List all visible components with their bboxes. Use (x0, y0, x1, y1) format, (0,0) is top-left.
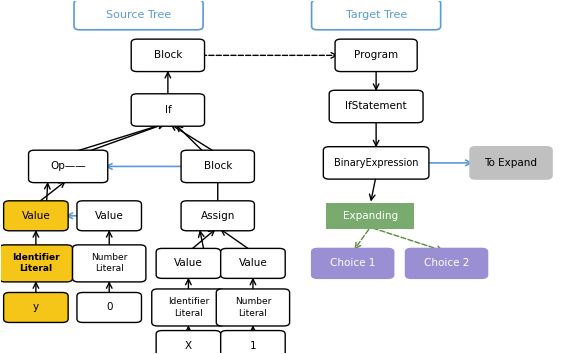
Text: Value: Value (174, 258, 203, 268)
Text: Op——: Op—— (51, 161, 86, 171)
FancyBboxPatch shape (74, 0, 203, 30)
FancyBboxPatch shape (131, 39, 205, 72)
Text: Program: Program (354, 50, 398, 60)
FancyBboxPatch shape (220, 331, 285, 354)
Text: Choice 2: Choice 2 (424, 258, 469, 268)
FancyBboxPatch shape (156, 249, 220, 278)
Text: Source Tree: Source Tree (106, 10, 171, 20)
Text: Target Tree: Target Tree (346, 10, 407, 20)
FancyBboxPatch shape (72, 245, 146, 282)
FancyBboxPatch shape (335, 39, 417, 72)
FancyBboxPatch shape (323, 147, 429, 179)
Text: Number
Literal: Number Literal (235, 297, 271, 318)
Text: Block: Block (203, 161, 232, 171)
Text: BinaryExpression: BinaryExpression (334, 158, 419, 168)
FancyBboxPatch shape (4, 201, 68, 231)
Text: Expanding: Expanding (343, 211, 398, 221)
Text: To Expand: To Expand (485, 158, 537, 168)
Text: Identifier
Literal: Identifier Literal (12, 253, 60, 273)
FancyBboxPatch shape (181, 201, 255, 231)
FancyBboxPatch shape (152, 289, 225, 326)
FancyBboxPatch shape (216, 289, 290, 326)
Text: Number
Literal: Number Literal (91, 253, 128, 273)
FancyBboxPatch shape (406, 249, 487, 278)
FancyBboxPatch shape (0, 245, 72, 282)
FancyBboxPatch shape (326, 202, 415, 229)
FancyBboxPatch shape (4, 292, 68, 322)
FancyBboxPatch shape (77, 201, 142, 231)
Text: y: y (33, 302, 39, 313)
FancyBboxPatch shape (29, 150, 108, 183)
FancyBboxPatch shape (156, 331, 220, 354)
Text: IfStatement: IfStatement (345, 102, 407, 112)
Text: 0: 0 (106, 302, 112, 313)
FancyBboxPatch shape (77, 292, 142, 322)
Text: Value: Value (95, 211, 123, 221)
Text: Block: Block (153, 50, 182, 60)
Text: Value: Value (22, 211, 50, 221)
Text: 1: 1 (250, 341, 256, 350)
Text: Choice 1: Choice 1 (330, 258, 375, 268)
Text: Identifier
Literal: Identifier Literal (168, 297, 209, 318)
FancyBboxPatch shape (312, 0, 440, 30)
Text: X: X (185, 341, 192, 350)
FancyBboxPatch shape (131, 94, 205, 126)
FancyBboxPatch shape (329, 90, 423, 123)
Text: If: If (165, 105, 171, 115)
FancyBboxPatch shape (470, 147, 552, 179)
FancyBboxPatch shape (312, 249, 394, 278)
FancyBboxPatch shape (220, 249, 285, 278)
FancyBboxPatch shape (181, 150, 255, 183)
Text: Assign: Assign (201, 211, 235, 221)
Text: Value: Value (239, 258, 268, 268)
